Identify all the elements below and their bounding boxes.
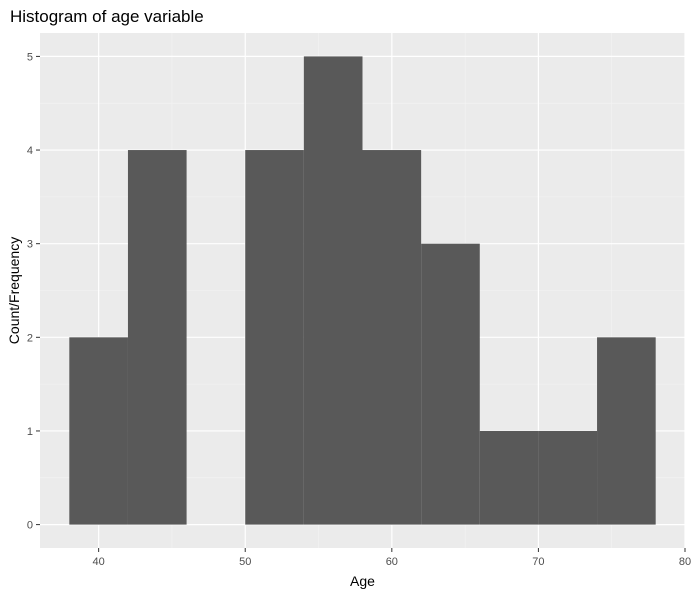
x-tick-label: 60 (386, 556, 398, 568)
chart-title: Histogram of age variable (10, 7, 204, 26)
y-tick-label: 3 (27, 239, 33, 251)
histogram-bar (597, 337, 656, 525)
x-axis: 40 50 60 70 80 (93, 548, 691, 568)
y-axis-title: Count/Frequency (6, 237, 22, 344)
y-tick-label: 0 (27, 520, 33, 532)
histogram-bars (69, 56, 656, 525)
y-tick-label: 5 (27, 51, 33, 63)
x-tick-label: 80 (679, 556, 691, 568)
histogram-bar (421, 243, 480, 525)
y-tick-label: 2 (27, 332, 33, 344)
y-axis: 0 1 2 3 4 5 (27, 51, 40, 532)
x-axis-title: Age (350, 573, 375, 589)
histogram-bar (127, 150, 187, 525)
y-tick-label: 1 (27, 426, 33, 438)
x-tick-label: 40 (93, 556, 105, 568)
x-tick-label: 70 (532, 556, 544, 568)
histogram-bar (362, 150, 422, 525)
histogram-bar (479, 430, 539, 525)
histogram-bar (303, 56, 363, 525)
histogram-bar (69, 337, 128, 525)
histogram-bar (538, 430, 598, 525)
y-tick-label: 4 (27, 145, 33, 157)
x-tick-label: 50 (239, 556, 251, 568)
histogram-bar (245, 150, 304, 525)
